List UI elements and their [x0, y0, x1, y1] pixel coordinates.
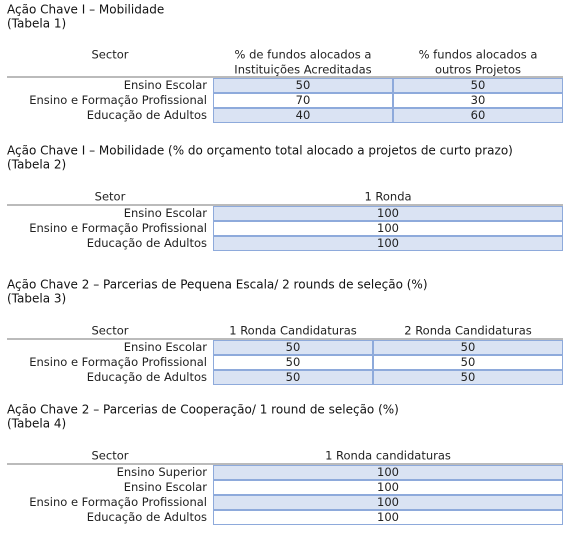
column-header: outros Projetos: [435, 63, 521, 77]
row-label: Ensino Escolar: [124, 340, 208, 354]
cell-value: 100: [377, 465, 399, 479]
table-cell: [213, 236, 563, 251]
row-label: Educação de Adultos: [87, 510, 207, 524]
table-cell: [213, 93, 393, 108]
cell-value: 100: [377, 206, 399, 220]
table-subtitle: (Tabela 2): [7, 158, 66, 172]
table-cell: [393, 78, 563, 93]
column-header: % fundos alocados a: [419, 48, 538, 62]
table-cell: [373, 355, 563, 370]
row-label: Ensino e Formação Profissional: [29, 355, 207, 369]
table-title: Ação Chave I – Mobilidade: [7, 3, 164, 17]
table-cell: [393, 108, 563, 123]
column-header: 1 Ronda candidaturas: [325, 449, 451, 463]
table-cell: [373, 340, 563, 355]
cell-value: 50: [286, 355, 301, 369]
cell-value: 100: [377, 221, 399, 235]
table-title: Ação Chave 2 – Parcerias de Cooperação/ …: [7, 403, 399, 417]
row-label: Ensino e Formação Profissional: [29, 221, 207, 235]
cell-value: 50: [461, 370, 476, 384]
column-header: 1 Ronda Candidaturas: [229, 324, 357, 338]
cell-value: 100: [377, 480, 399, 494]
row-label: Ensino e Formação Profissional: [29, 93, 207, 107]
row-label: Educação de Adultos: [87, 236, 207, 250]
cell-value: 30: [471, 93, 486, 107]
table-cell: [213, 510, 563, 525]
cell-value: 50: [461, 355, 476, 369]
table-title: Ação Chave I – Mobilidade (% do orçament…: [7, 144, 513, 158]
column-header: 2 Ronda Candidaturas: [404, 324, 532, 338]
table-subtitle: (Tabela 3): [7, 292, 66, 306]
cell-value: 50: [471, 78, 486, 92]
column-header: Sector: [92, 48, 129, 62]
table-subtitle: (Tabela 1): [7, 17, 66, 31]
table-cell: [373, 370, 563, 385]
row-label: Ensino Escolar: [124, 78, 208, 92]
table-cell: [213, 495, 563, 510]
table-cell: [213, 465, 563, 480]
cell-value: 50: [296, 78, 311, 92]
column-header: % de fundos alocados a: [235, 48, 372, 62]
cell-value: 70: [296, 93, 311, 107]
column-header: Instituições Acreditadas: [234, 63, 371, 77]
table-cell: [213, 355, 373, 370]
table-cell: [213, 370, 373, 385]
table-cell: [213, 221, 563, 236]
row-label: Ensino Superior: [117, 465, 208, 479]
table-cell: [213, 340, 373, 355]
cell-value: 50: [286, 340, 301, 354]
column-header: 1 Ronda: [364, 190, 411, 204]
table-title: Ação Chave 2 – Parcerias de Pequena Esca…: [7, 278, 428, 292]
table-cell: [213, 206, 563, 221]
row-label: Ensino e Formação Profissional: [29, 495, 207, 509]
table-subtitle: (Tabela 4): [7, 417, 66, 431]
cell-value: 50: [286, 370, 301, 384]
cell-value: 40: [296, 108, 311, 122]
cell-value: 100: [377, 495, 399, 509]
cell-value: 100: [377, 236, 399, 250]
row-label: Educação de Adultos: [87, 370, 207, 384]
column-header: Sector: [92, 449, 129, 463]
table-cell: [213, 480, 563, 495]
row-label: Ensino Escolar: [124, 206, 208, 220]
table-cell: [213, 78, 393, 93]
column-header: Setor: [95, 190, 126, 204]
table-cell: [393, 93, 563, 108]
row-label: Educação de Adultos: [87, 108, 207, 122]
table-cell: [213, 108, 393, 123]
column-header: Sector: [92, 324, 129, 338]
cell-value: 60: [471, 108, 486, 122]
cell-value: 100: [377, 510, 399, 524]
cell-value: 50: [461, 340, 476, 354]
row-label: Ensino Escolar: [124, 480, 208, 494]
